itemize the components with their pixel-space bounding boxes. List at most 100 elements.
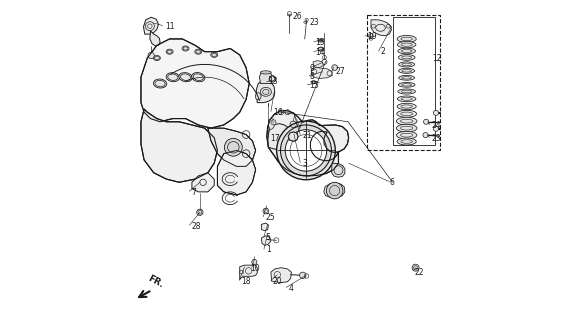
Ellipse shape: [397, 42, 416, 48]
Circle shape: [434, 110, 439, 116]
Polygon shape: [313, 60, 323, 68]
Polygon shape: [331, 163, 345, 177]
Text: 20: 20: [272, 277, 282, 286]
Ellipse shape: [311, 81, 316, 84]
Ellipse shape: [398, 48, 415, 54]
Ellipse shape: [182, 46, 189, 51]
Text: 10: 10: [250, 264, 259, 274]
Ellipse shape: [397, 103, 416, 110]
Circle shape: [288, 12, 292, 15]
Polygon shape: [268, 124, 292, 150]
Text: 1: 1: [266, 245, 271, 254]
Text: 2: 2: [381, 47, 385, 56]
Text: 12: 12: [432, 54, 442, 63]
Polygon shape: [208, 128, 256, 166]
Circle shape: [369, 34, 373, 38]
Text: 13: 13: [269, 77, 278, 86]
Circle shape: [332, 65, 338, 70]
Text: 7: 7: [191, 188, 196, 197]
Ellipse shape: [397, 36, 416, 43]
Text: 28: 28: [191, 222, 201, 231]
Text: 4: 4: [288, 284, 293, 292]
Ellipse shape: [397, 96, 416, 102]
Ellipse shape: [191, 73, 205, 82]
Text: 19: 19: [367, 32, 377, 41]
Polygon shape: [271, 268, 292, 283]
Ellipse shape: [398, 89, 415, 94]
Circle shape: [278, 110, 283, 115]
Ellipse shape: [318, 39, 324, 42]
Polygon shape: [269, 76, 275, 82]
Ellipse shape: [398, 68, 415, 73]
Circle shape: [434, 126, 439, 131]
Polygon shape: [192, 173, 214, 192]
Polygon shape: [267, 111, 348, 176]
Polygon shape: [256, 81, 275, 103]
Text: 18: 18: [242, 277, 251, 286]
Ellipse shape: [255, 93, 261, 100]
Circle shape: [285, 110, 290, 115]
Polygon shape: [141, 39, 250, 128]
Text: 8: 8: [309, 72, 314, 81]
Text: 3: 3: [303, 159, 308, 168]
Ellipse shape: [397, 110, 416, 117]
Polygon shape: [269, 119, 275, 130]
Ellipse shape: [397, 138, 416, 145]
Circle shape: [271, 120, 276, 125]
Text: 24: 24: [432, 121, 442, 130]
Polygon shape: [240, 265, 257, 279]
Ellipse shape: [318, 47, 324, 51]
Circle shape: [281, 125, 331, 176]
Ellipse shape: [179, 73, 192, 82]
Text: 6: 6: [389, 179, 394, 188]
Circle shape: [277, 121, 335, 180]
Ellipse shape: [260, 71, 271, 74]
Circle shape: [148, 52, 154, 59]
Text: 22: 22: [415, 268, 424, 277]
Text: 27: 27: [335, 67, 345, 76]
Text: 21: 21: [303, 131, 312, 140]
Polygon shape: [259, 71, 272, 84]
Ellipse shape: [396, 124, 417, 132]
Ellipse shape: [396, 117, 417, 125]
Text: 16: 16: [273, 108, 283, 117]
Polygon shape: [262, 223, 269, 231]
Polygon shape: [324, 183, 345, 197]
Circle shape: [285, 130, 327, 171]
Ellipse shape: [398, 62, 415, 67]
Text: FR.: FR.: [145, 274, 164, 290]
Text: 17: 17: [270, 134, 279, 143]
Polygon shape: [371, 20, 392, 36]
Text: 23: 23: [310, 19, 320, 28]
Ellipse shape: [210, 52, 218, 57]
Circle shape: [327, 182, 343, 199]
Circle shape: [224, 138, 242, 156]
Polygon shape: [288, 132, 298, 141]
Ellipse shape: [154, 79, 167, 88]
Text: 25: 25: [265, 213, 275, 222]
Text: 9: 9: [309, 64, 314, 73]
Ellipse shape: [166, 73, 179, 82]
Text: 15: 15: [316, 38, 325, 47]
Polygon shape: [262, 236, 271, 245]
Circle shape: [197, 209, 203, 215]
Ellipse shape: [398, 54, 415, 60]
Circle shape: [252, 260, 257, 265]
Text: 15: 15: [309, 81, 319, 90]
Text: 14: 14: [316, 48, 325, 57]
Text: 23: 23: [432, 134, 442, 143]
Text: 5: 5: [266, 233, 271, 242]
Polygon shape: [217, 150, 256, 195]
Ellipse shape: [397, 131, 417, 139]
Ellipse shape: [398, 76, 415, 80]
Polygon shape: [141, 109, 217, 182]
Polygon shape: [311, 68, 332, 78]
Ellipse shape: [166, 49, 173, 54]
Ellipse shape: [260, 87, 271, 96]
Circle shape: [322, 59, 327, 64]
Circle shape: [423, 132, 428, 138]
Polygon shape: [150, 31, 160, 46]
Ellipse shape: [195, 49, 202, 54]
Polygon shape: [144, 17, 159, 34]
Ellipse shape: [154, 55, 160, 60]
